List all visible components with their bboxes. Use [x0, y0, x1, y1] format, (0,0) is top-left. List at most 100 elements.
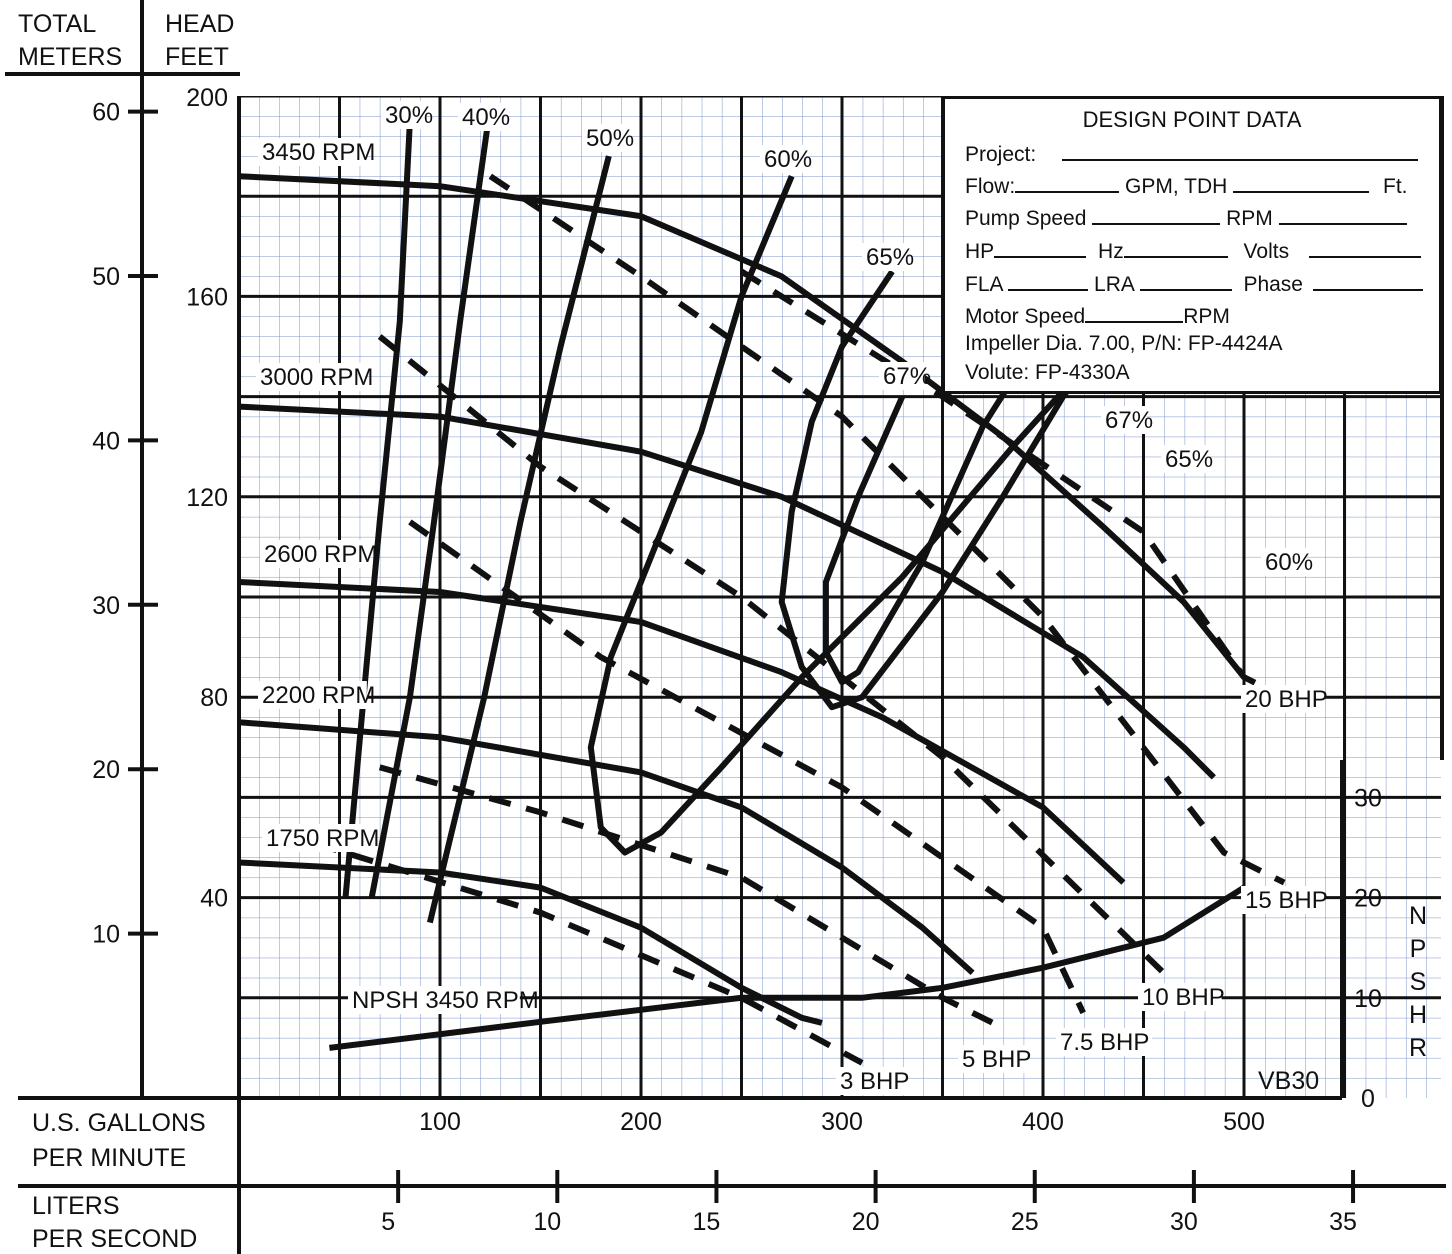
left-axis-title-line2: METERS [18, 43, 122, 71]
meters-tick-label-10: 10 [92, 921, 120, 949]
motor-rpm-label: RPM [1183, 305, 1230, 328]
pump-speed-blank[interactable] [1092, 205, 1221, 225]
gpm-tick-label-100: 100 [419, 1108, 461, 1136]
efficiency-label-left-67: 67% [883, 363, 931, 390]
pump-speed-row: Pump Speed RPM [965, 205, 1407, 231]
speed-label-3450-rpm: 3450 RPM [262, 139, 375, 166]
tdh-blank[interactable] [1233, 173, 1370, 193]
lps-tick-label-15: 15 [693, 1208, 721, 1236]
hz-blank[interactable] [1123, 238, 1228, 258]
right-axis-title-line1: HEAD [165, 10, 234, 38]
npshr-tick-label-10: 10 [1354, 985, 1382, 1013]
efficiency-label-left-50-bg [582, 124, 628, 152]
speed-label-1750-rpm-bg [262, 824, 371, 852]
speed-curve-2200-rpm [239, 719, 975, 976]
power-label-7-5-bhp-bg [1056, 1028, 1153, 1056]
power-line-10-bhp [377, 334, 1166, 975]
pump-rpm-blank[interactable] [1278, 205, 1407, 225]
volts-blank[interactable] [1308, 238, 1421, 258]
pump-speed-label: Pump Speed [965, 207, 1087, 230]
efficiency-curve-30 [342, 120, 413, 898]
efficiency-label-left-65-bg [862, 243, 908, 271]
design-point-data-box: DESIGN POINT DATA Project: Flow: GPM, TD… [942, 96, 1442, 394]
lra-blank[interactable] [1139, 271, 1232, 291]
x-axis-title-line1: U.S. GALLONS [32, 1109, 206, 1137]
speed-label-2600-rpm-bg [260, 540, 369, 568]
power-label-7-5-bhp: 7.5 BHP [1060, 1029, 1149, 1056]
flow-row: Flow: GPM, TDH Ft. [965, 173, 1408, 199]
speed-curve-3450-rpm [239, 173, 1247, 680]
gpm-tdh-label: GPM, TDH [1125, 175, 1228, 198]
npsh-label-bg [348, 986, 520, 1014]
efficiency-label-right-65-bg [1161, 445, 1207, 473]
npshr-title-letter: H [1409, 1001, 1427, 1029]
efficiency-label-left-60-bg [760, 145, 806, 173]
efficiency-label-right-67-bg [1101, 406, 1147, 434]
fla-row: FLA LRA Phase [965, 271, 1423, 297]
lps-tick-label-30: 30 [1170, 1208, 1198, 1236]
power-label-20-bhp: 20 BHP [1245, 686, 1328, 713]
feet-tick-label-160: 160 [186, 283, 228, 311]
power-label-3-bhp: 3 BHP [840, 1068, 909, 1095]
x-axis-title-line2: PER MINUTE [32, 1144, 186, 1172]
flow-blank[interactable] [1015, 173, 1120, 193]
meters-tick-label-30: 30 [92, 592, 120, 620]
power-line-7-5-bhp [408, 519, 1086, 1015]
lra-label: LRA [1094, 273, 1134, 296]
fla-label: FLA [965, 273, 1003, 296]
power-label-10-bhp: 10 BHP [1142, 984, 1225, 1011]
volts-label: Volts [1243, 240, 1290, 263]
feet-tick-label-40: 40 [200, 885, 228, 913]
gpm-tick-label-200: 200 [620, 1108, 662, 1136]
speed-curve-2600-rpm [239, 579, 1126, 885]
efficiency-label-left-40: 40% [462, 104, 510, 131]
x2-axis-title-line2: PER SECOND [32, 1225, 197, 1253]
power-lines [278, 173, 1286, 1066]
efficiency-curve-65 [778, 224, 1167, 711]
efficiency-label-left-30-bg [381, 101, 427, 129]
flow-label: Flow: [965, 175, 1016, 198]
npshr-tick-label-0: 0 [1361, 1085, 1375, 1113]
phase-blank[interactable] [1312, 271, 1423, 291]
efficiency-curve-60 [587, 175, 1288, 856]
efficiency-label-right-67: 67% [1105, 407, 1153, 434]
efficiency-curve-50 [426, 155, 612, 924]
left-axis-title-line1: TOTAL [18, 10, 96, 38]
project-blank[interactable] [1062, 141, 1419, 161]
npsh-label: NPSH 3450 RPM [352, 987, 539, 1014]
ft-label: Ft. [1383, 175, 1408, 198]
project-label: Project: [965, 143, 1037, 166]
npshr-tick-label-30: 30 [1354, 784, 1382, 812]
power-line-3-bhp [278, 829, 864, 1066]
speed-label-2200-rpm: 2200 RPM [262, 682, 375, 709]
curve-labels: 3450 RPM 3000 RPM 2600 RPM 2200 RPM 1750 RPM… [260, 102, 1328, 1095]
project-row: Project: [965, 141, 1419, 167]
right-axis-title-line2: FEET [165, 43, 229, 71]
speed-label-2600-rpm: 2600 RPM [264, 541, 377, 568]
speed-curve-1750-rpm [239, 859, 823, 1026]
design-point-title: DESIGN POINT DATA [1082, 107, 1302, 132]
volute-row: Volute: FP-4330A [965, 361, 1130, 384]
gpm-tick-label-500: 500 [1223, 1108, 1265, 1136]
efficiency-label-right-65: 65% [1165, 446, 1213, 473]
x2-axis-title-line1: LITERS [32, 1192, 120, 1220]
model-label: VB30 [1258, 1067, 1319, 1095]
hp-blank[interactable] [994, 238, 1087, 258]
meters-tick-label-20: 20 [92, 756, 120, 784]
npshr-title-letter: R [1409, 1034, 1427, 1062]
fla-blank[interactable] [1008, 271, 1089, 291]
lps-tick-label-25: 25 [1011, 1208, 1039, 1236]
motor-speed-blank[interactable] [1085, 303, 1184, 323]
speed-label-3000-rpm: 3000 RPM [260, 364, 373, 391]
feet-tick-label-120: 120 [186, 484, 228, 512]
npshr-title-letter: P [1410, 935, 1427, 963]
speed-label-1750-rpm: 1750 RPM [266, 825, 379, 852]
npshr-title-letter: S [1410, 968, 1427, 996]
meters-tick-label-50: 50 [92, 263, 120, 291]
efficiency-label-left-60: 60% [764, 146, 812, 173]
meters-tick-label-40: 40 [92, 427, 120, 455]
efficiency-label-right-60: 60% [1265, 549, 1313, 576]
efficiency-label-left-65: 65% [866, 244, 914, 271]
